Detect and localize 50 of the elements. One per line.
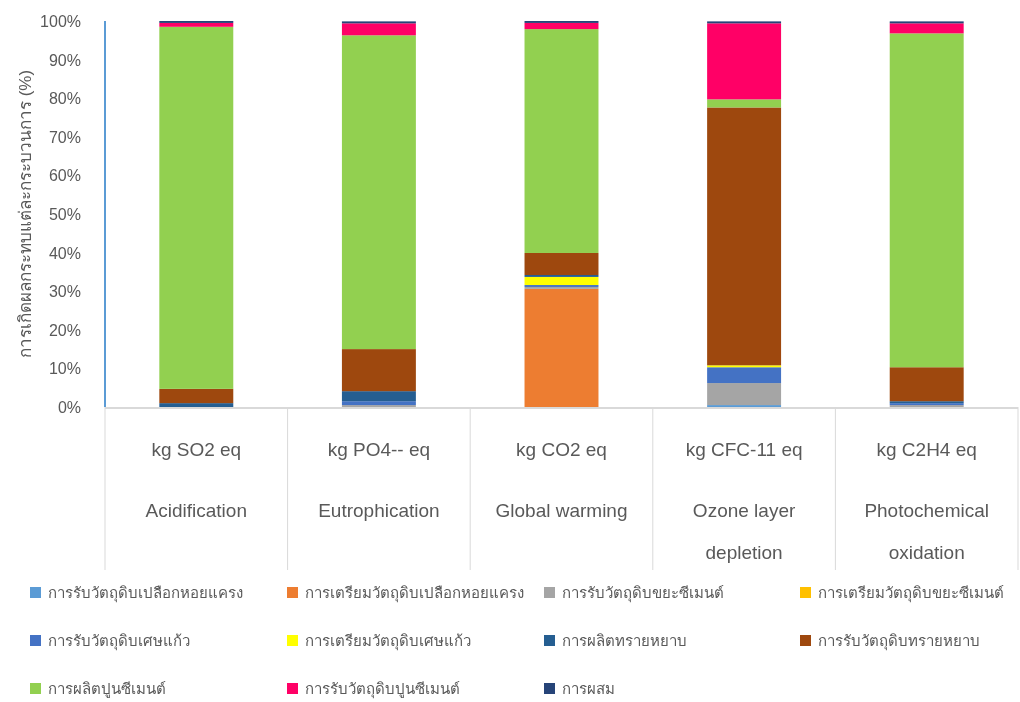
y-tick-label: 50% xyxy=(48,206,81,223)
bar xyxy=(341,401,416,406)
legend-label: การผลิตทรายหยาบ xyxy=(562,632,687,649)
legend-label: การเตรียมวัตถุดิบขยะซีเมนต์ xyxy=(818,584,1004,603)
y-tick-label: 40% xyxy=(48,244,81,262)
legend-label: การผลิตปูนซีเมนต์ xyxy=(48,680,166,698)
category-label: kg SO2 eq Acidification xyxy=(145,439,247,521)
legend-label: การรับวัตถุดิบปูนซีเมนต์ xyxy=(305,680,460,699)
bar xyxy=(524,22,599,30)
bar xyxy=(159,388,234,404)
bar xyxy=(889,33,964,368)
legend-label: การเตรียมวัตถุดิบเปลือกหอยแครง xyxy=(305,584,524,603)
y-axis-title: การเกิดผลกระทบแต่ละกระบวนการ (%) xyxy=(16,69,35,359)
bar xyxy=(524,288,599,407)
bar xyxy=(159,403,234,407)
legend-label: การรับวัตถุดิบขยะซีเมนต์ xyxy=(562,584,724,603)
bar xyxy=(341,35,416,350)
y-tick-label: 0% xyxy=(57,399,81,416)
y-tick-label: 70% xyxy=(48,128,81,146)
bar xyxy=(341,349,416,392)
legend-label: การผสม xyxy=(562,680,615,697)
bar xyxy=(707,367,782,384)
y-tick-label: 80% xyxy=(48,90,81,108)
category-label: kg CO2 eq Global warming xyxy=(495,439,628,521)
bar xyxy=(889,23,964,34)
category-label: kg CFC-11 eq Ozone layer depletion xyxy=(685,439,803,563)
bar xyxy=(707,383,782,406)
bar xyxy=(341,23,416,36)
bar xyxy=(524,29,599,253)
bar xyxy=(524,252,599,275)
legend-label: การรับวัตถุดิบเศษแก้ว xyxy=(48,632,190,651)
legend-label: การเตรียมวัตถุดิบเศษแก้ว xyxy=(305,632,471,651)
category-label: kg C2H4 eq Photochemical oxidation xyxy=(864,439,990,563)
y-tick-label: 60% xyxy=(48,167,81,185)
y-tick-label: 30% xyxy=(48,283,81,301)
bar xyxy=(341,391,416,402)
legend-label: การรับวัตถุดิบเปลือกหอยแครง xyxy=(48,584,243,603)
legend-label: การรับวัตถุดิบทรายหยาบ xyxy=(818,632,980,651)
bar xyxy=(889,367,964,402)
y-tick-label: 100% xyxy=(40,13,81,30)
category-label: kg PO4-‐ eq Eutrophication xyxy=(318,439,440,521)
y-tick-label: 20% xyxy=(48,321,81,339)
bar xyxy=(159,22,234,27)
bar xyxy=(159,26,234,389)
bar xyxy=(707,23,782,100)
y-tick-label: 90% xyxy=(48,51,81,69)
bar xyxy=(707,107,782,366)
y-tick-label: 10% xyxy=(48,360,81,378)
bar xyxy=(524,276,599,286)
bar xyxy=(707,99,782,108)
